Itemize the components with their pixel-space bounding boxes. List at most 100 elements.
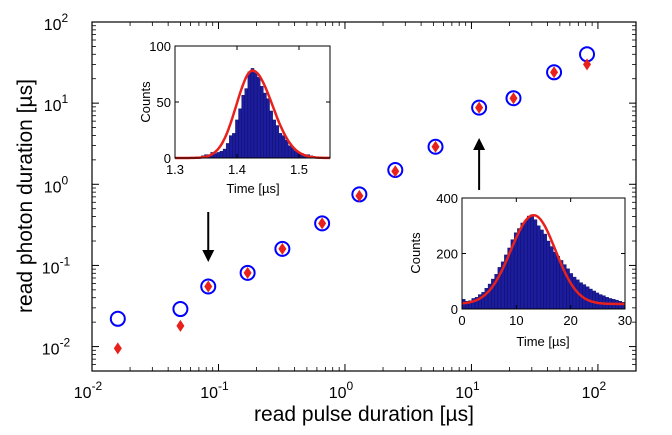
histogram-bar — [536, 225, 541, 310]
data-point-diamond — [431, 140, 440, 153]
y-tick-exponent: 1 — [62, 92, 69, 106]
data-point-circle — [427, 138, 444, 155]
histogram-bar — [533, 219, 538, 310]
histogram-bar — [266, 98, 270, 159]
x-tick-exponent: -1 — [218, 379, 229, 393]
histogram-bar — [260, 86, 264, 159]
data-point-diamond — [176, 319, 185, 332]
data-point-circle — [314, 215, 331, 232]
histogram-bar — [247, 71, 252, 159]
histogram-bar — [517, 228, 521, 310]
annotation-arrows — [202, 138, 486, 262]
histogram-bar — [530, 214, 534, 310]
histogram-bar — [556, 256, 560, 310]
inset-top-left-histogram — [198, 68, 320, 159]
x-tick-label: 102 — [582, 379, 607, 402]
x-axis-label: read pulse duration [µs] — [254, 403, 474, 426]
histogram-bar — [250, 68, 255, 159]
data-point-circle — [471, 99, 488, 116]
histogram-bar — [284, 139, 289, 159]
arrow-head — [202, 250, 215, 262]
histogram-bar — [543, 233, 547, 310]
data-point-diamond — [243, 266, 252, 279]
y-tick-label: 102 — [44, 11, 69, 34]
inset-y-tick-label: 100 — [149, 39, 171, 54]
histogram-bar — [222, 148, 227, 159]
inset-x-tick-label: 0 — [458, 313, 465, 328]
inset-top-left-x-label: Time [µs] — [226, 181, 279, 196]
histogram-bar — [235, 119, 239, 159]
histogram-bar — [546, 240, 551, 310]
histogram-bar — [527, 215, 531, 310]
inset-bottom-right: 0 10 20 30 0 200 400 Time [µs] Counts — [408, 191, 632, 349]
inset-bottom-right-y-label: Counts — [408, 232, 423, 274]
data-point-diamond — [355, 189, 364, 202]
x-tick-exponent: 1 — [473, 379, 480, 393]
histogram-bar — [569, 273, 574, 310]
data-point-circle — [274, 240, 291, 257]
inset-top-left: 1.3 1.4 1.5 0 50 100 Time [µs] Counts — [138, 39, 331, 196]
histogram-bar — [241, 95, 245, 159]
inset-top-left-ticks: 1.3 1.4 1.5 0 50 100 — [149, 39, 330, 177]
data-point-diamond — [204, 280, 213, 293]
data-point-diamond — [509, 92, 518, 105]
histogram-bar — [549, 246, 554, 310]
histogram-bar — [225, 143, 230, 159]
histogram-bar — [278, 133, 283, 159]
data-point-circle — [109, 310, 126, 327]
inset-bottom-right-histogram — [461, 214, 626, 310]
y-tick-label: 101 — [44, 92, 69, 115]
x-tick-exponent: 2 — [599, 379, 606, 393]
inset-bottom-right-ticks: 0 10 20 30 0 200 400 — [436, 191, 632, 328]
data-point-circle — [200, 278, 217, 295]
histogram-bar — [229, 135, 233, 159]
data-point-diamond — [318, 217, 327, 230]
data-point-diamond — [391, 165, 400, 178]
data-point-diamond — [550, 66, 559, 79]
y-tick-exponent: 0 — [62, 173, 69, 187]
histogram-bar — [523, 220, 528, 310]
histogram-bar — [256, 77, 261, 159]
histogram-bar — [598, 294, 603, 310]
data-point-circle — [505, 90, 522, 107]
data-point-diamond — [113, 342, 122, 355]
y-tick-exponent: -1 — [60, 254, 71, 268]
histogram-bar — [287, 145, 292, 159]
histogram-bar — [540, 229, 544, 310]
inset-y-tick-label: 400 — [436, 191, 458, 206]
histogram-bar — [232, 133, 236, 159]
x-tick-label: 100 — [329, 379, 354, 402]
histogram-bar — [269, 110, 273, 159]
y-tick-label: 100 — [44, 173, 69, 196]
inset-y-tick-label: 50 — [157, 95, 171, 110]
histogram-bar — [595, 292, 600, 310]
y-axis-label: read photon duration [µs] — [14, 79, 37, 313]
inset-x-tick-label: 1.5 — [290, 162, 308, 177]
x-tick-exponent: -2 — [92, 379, 103, 393]
y-tick-label: 10-1 — [42, 254, 71, 277]
inset-x-tick-label: 1.4 — [228, 162, 246, 177]
x-tick-label: 10-1 — [200, 379, 229, 402]
inset-bottom-right-x-label: Time [µs] — [516, 334, 569, 349]
main-data-points — [109, 46, 596, 355]
histogram-bar — [592, 290, 596, 310]
inset-x-tick-label: 20 — [563, 313, 577, 328]
histogram-bar — [253, 72, 258, 159]
x-tick-label: 10-2 — [74, 379, 103, 402]
data-point-diamond — [278, 242, 287, 255]
inset-bottom-right-fit-curve — [461, 213, 625, 306]
inset-y-tick-label: 0 — [451, 302, 458, 317]
x-tick-exponent: 0 — [347, 379, 354, 393]
data-point-diamond — [583, 58, 592, 71]
histogram-bar — [520, 222, 525, 310]
histogram-bar — [244, 88, 249, 159]
data-point-circle — [172, 301, 189, 318]
x-tick-label: 101 — [455, 379, 480, 402]
y-tick-label: 10-2 — [42, 336, 71, 359]
histogram-bar — [216, 152, 221, 159]
inset-x-tick-label: 10 — [509, 313, 523, 328]
histogram-bar — [263, 92, 267, 159]
histogram-bar — [272, 119, 276, 159]
histogram-bar — [553, 251, 557, 310]
